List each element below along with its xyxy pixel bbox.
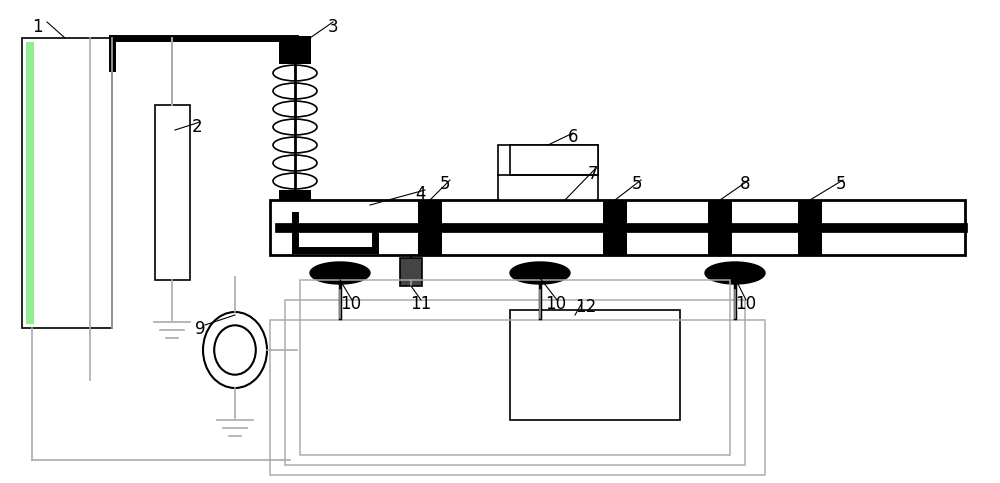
Bar [418,200,442,255]
Bar [155,105,190,280]
Ellipse shape [273,83,317,99]
Text: 5: 5 [836,175,846,193]
Text: 1: 1 [32,18,43,36]
Bar [510,145,598,175]
Ellipse shape [273,65,317,81]
Bar [22,38,112,328]
Text: 11: 11 [410,295,431,313]
Text: 6: 6 [568,128,578,146]
Text: 7: 7 [588,165,598,183]
Bar [270,200,965,255]
Bar [400,258,422,286]
Ellipse shape [203,312,267,388]
Bar [708,200,732,255]
Bar [603,200,627,255]
Text: 4: 4 [415,185,426,203]
Ellipse shape [310,262,370,284]
Ellipse shape [273,173,317,189]
Bar [498,145,598,200]
Text: 10: 10 [340,295,361,313]
Ellipse shape [705,262,765,284]
Ellipse shape [273,119,317,135]
Text: 3: 3 [328,18,339,36]
Bar [285,300,745,465]
Text: 12: 12 [575,298,596,316]
Ellipse shape [273,137,317,153]
Ellipse shape [214,325,256,375]
Text: 10: 10 [545,295,566,313]
Bar [270,320,765,475]
Bar [279,190,311,215]
Bar [798,200,822,255]
Text: 8: 8 [740,175,750,193]
Bar [279,36,311,64]
Bar [26,42,34,324]
Ellipse shape [510,262,570,284]
Text: 2: 2 [192,118,203,136]
Ellipse shape [273,101,317,117]
Text: 10: 10 [735,295,756,313]
Bar [510,310,680,420]
Text: 5: 5 [440,175,451,193]
Ellipse shape [273,155,317,171]
Text: 9: 9 [195,320,206,338]
Text: 5: 5 [632,175,642,193]
Bar [300,280,730,455]
